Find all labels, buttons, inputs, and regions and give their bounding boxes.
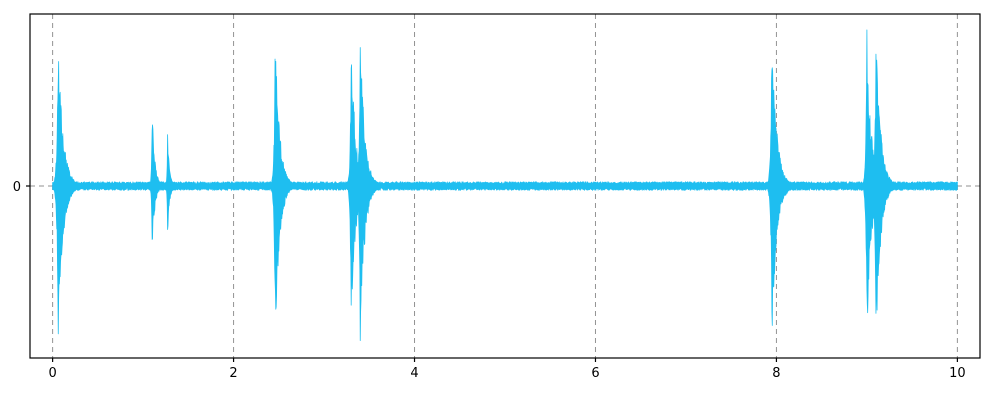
x-tick-label: 10 [949,366,966,381]
x-tick-label: 0 [48,366,56,381]
x-axis-tick-labels: 0 2 4 6 8 10 [48,366,965,381]
x-tick-label: 8 [772,366,780,381]
x-tick-label: 2 [229,366,237,381]
y-tick-label: 0 [13,180,21,195]
waveform-trace [52,29,958,341]
x-tick-label: 6 [591,366,599,381]
y-axis-tick-labels: 0 [13,180,21,195]
waveform-path [52,29,958,341]
x-tick-label: 4 [410,366,418,381]
x-axis-ticks [52,358,958,362]
